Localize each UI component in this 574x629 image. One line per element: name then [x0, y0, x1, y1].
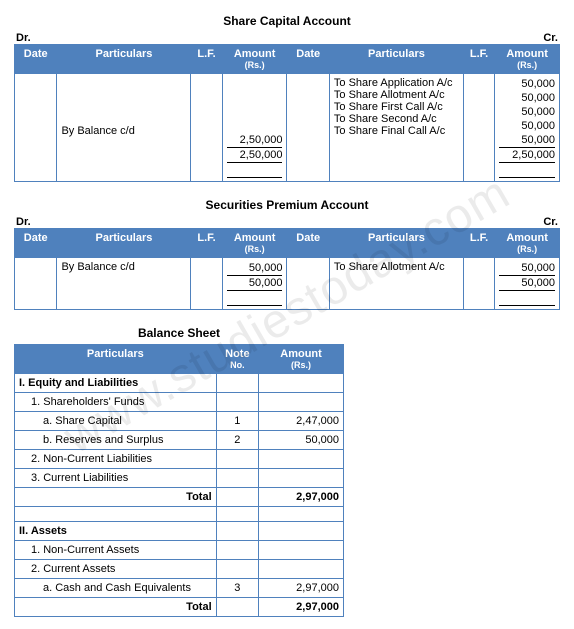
cr-label: Cr.	[543, 32, 558, 44]
col-date: Date	[287, 45, 329, 74]
bs-note: 3	[216, 579, 258, 598]
cell-particulars: By Balance c/d	[57, 258, 191, 310]
bs-line: 1. Shareholders' Funds	[15, 393, 217, 412]
bs-line: a. Cash and Cash Equivalents	[15, 579, 217, 598]
col-amount: Amount(Rs.)	[495, 229, 560, 258]
cell-lf	[191, 74, 222, 182]
cell-particulars: To Share Allotment A/c	[329, 258, 463, 310]
col-amount: Amount(Rs.)	[222, 45, 287, 74]
bs-amount	[259, 450, 344, 469]
bs-note: 1	[216, 412, 258, 431]
cell-particulars: To Share Application A/cTo Share Allotme…	[329, 74, 463, 182]
bs-section-heading: I. Equity and Liabilities	[15, 374, 217, 393]
col-date: Date	[287, 229, 329, 258]
dr-label: Dr.	[16, 216, 31, 228]
ledger-table: Date Particulars L.F. Amount(Rs.) Date P…	[14, 228, 560, 310]
bs-line: b. Reserves and Surplus	[15, 431, 217, 450]
bs-total-amount: 2,97,000	[259, 488, 344, 507]
cell-date	[15, 74, 57, 182]
bs-total-label: Total	[15, 488, 217, 507]
bs-note	[216, 450, 258, 469]
col-date: Date	[15, 45, 57, 74]
cell-date	[287, 74, 329, 182]
bs-amount	[259, 469, 344, 488]
bs-note	[216, 560, 258, 579]
col-particulars: Particulars	[15, 345, 217, 374]
bs-note	[216, 374, 258, 393]
bs-line: 2. Non-Current Liabilities	[15, 450, 217, 469]
col-amount: Amount(Rs.)	[222, 229, 287, 258]
cell-lf	[463, 74, 494, 182]
bs-line: 2. Current Assets	[15, 560, 217, 579]
bs-line: 3. Current Liabilities	[15, 469, 217, 488]
bs-note	[216, 541, 258, 560]
dr-label: Dr.	[16, 32, 31, 44]
col-note: NoteNo.	[216, 345, 258, 374]
bs-note	[216, 469, 258, 488]
cell-amount: 50,00050,00050,00050,00050,0002,50,000	[495, 74, 560, 182]
bs-amount: 50,000	[259, 431, 344, 450]
bs-note	[216, 393, 258, 412]
col-amount: Amount(Rs.)	[259, 345, 344, 374]
ledger-table: Date Particulars L.F. Amount(Rs.) Date P…	[14, 44, 560, 182]
account-title: Share Capital Account	[14, 14, 560, 28]
bs-note: 2	[216, 431, 258, 450]
bs-amount: 2,47,000	[259, 412, 344, 431]
col-particulars: Particulars	[57, 45, 191, 74]
bs-amount: 2,97,000	[259, 579, 344, 598]
cell-amount: 50,00050,000	[222, 258, 287, 310]
col-lf: L.F.	[463, 229, 494, 258]
col-date: Date	[15, 229, 57, 258]
bs-amount	[259, 374, 344, 393]
cr-label: Cr.	[543, 216, 558, 228]
cell-lf	[191, 258, 222, 310]
bs-amount	[259, 541, 344, 560]
balance-sheet-table: Particulars NoteNo. Amount(Rs.) I. Equit…	[14, 344, 344, 617]
bs-note	[216, 522, 258, 541]
col-particulars: Particulars	[329, 45, 463, 74]
bs-total-label: Total	[15, 598, 217, 617]
col-particulars: Particulars	[57, 229, 191, 258]
bs-note	[216, 488, 258, 507]
bs-amount	[259, 522, 344, 541]
cell-amount: 2,50,0002,50,000	[222, 74, 287, 182]
bs-line: a. Share Capital	[15, 412, 217, 431]
col-particulars: Particulars	[329, 229, 463, 258]
col-lf: L.F.	[463, 45, 494, 74]
cell-date	[15, 258, 57, 310]
balance-sheet-title: Balance Sheet	[14, 326, 344, 340]
bs-section-heading: II. Assets	[15, 522, 217, 541]
bs-total-amount: 2,97,000	[259, 598, 344, 617]
col-lf: L.F.	[191, 229, 222, 258]
cell-amount: 50,00050,000	[495, 258, 560, 310]
cell-lf	[463, 258, 494, 310]
col-lf: L.F.	[191, 45, 222, 74]
bs-note	[216, 598, 258, 617]
cell-particulars: By Balance c/d	[57, 74, 191, 182]
bs-amount	[259, 560, 344, 579]
cell-date	[287, 258, 329, 310]
col-amount: Amount(Rs.)	[495, 45, 560, 74]
account-title: Securities Premium Account	[14, 198, 560, 212]
bs-amount	[259, 393, 344, 412]
bs-line: 1. Non-Current Assets	[15, 541, 217, 560]
